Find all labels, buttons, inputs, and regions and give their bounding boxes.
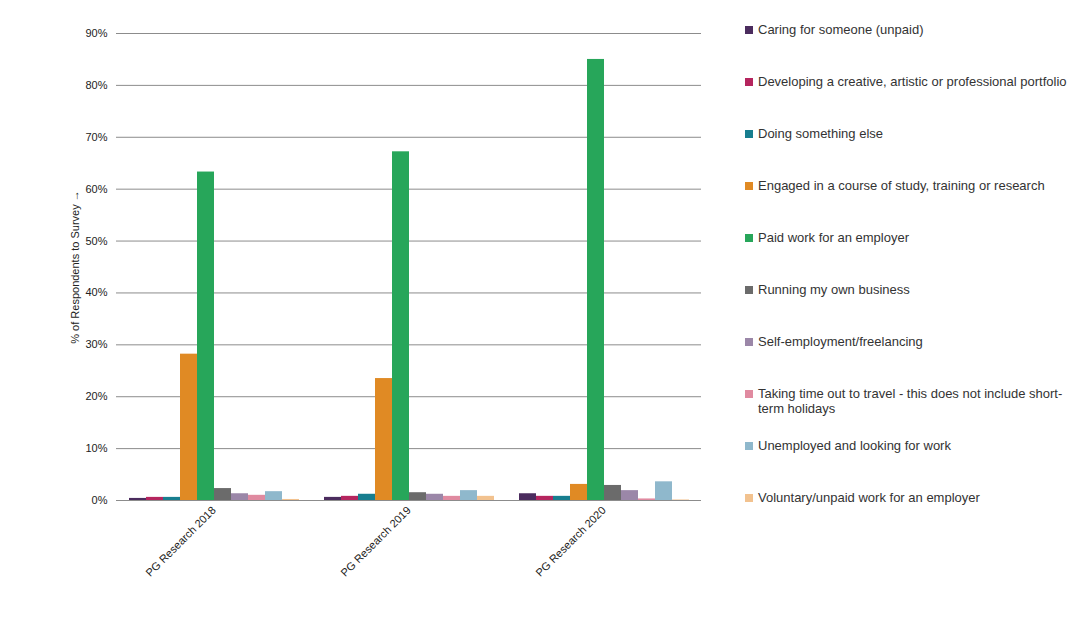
- html-text:Paid work for an employer: Paid work for an employer: [758, 230, 909, 245]
- svg-text:90%: 90%: [85, 27, 107, 39]
- svg-text:PG Research 2020: PG Research 2020: [533, 504, 608, 579]
- html-text:Voluntary/unpaid work for an e: Voluntary/unpaid work for an employer: [758, 490, 980, 505]
- svg-text:50%: 50%: [85, 235, 107, 247]
- svg-text:% of Respondents to Survey →: % of Respondents to Survey →: [69, 190, 81, 343]
- html-text:Doing something else: Doing something else: [758, 126, 883, 141]
- svg-text:PG Research 2019: PG Research 2019: [338, 504, 413, 579]
- html-text:Engaged in a course of study,: Engaged in a course of study, training o…: [758, 178, 1045, 193]
- html-text:Running my own business: Running my own business: [758, 282, 910, 297]
- svg-text:80%: 80%: [85, 79, 107, 91]
- html-text:Unemployed and looking for wor: Unemployed and looking for work: [758, 438, 951, 453]
- svg-text:60%: 60%: [85, 183, 107, 195]
- html-text:Taking time out to travel - th: Taking time out to travel - this does no…: [758, 386, 1063, 416]
- html-text:Developing a creative, artisti: Developing a creative, artistic or profe…: [758, 74, 1067, 89]
- svg-text:30%: 30%: [85, 338, 107, 350]
- svg-text:20%: 20%: [85, 390, 107, 402]
- svg-text:0%: 0%: [92, 494, 108, 506]
- svg-text:10%: 10%: [85, 442, 107, 454]
- html-text:Self-employment/freelancing: Self-employment/freelancing: [758, 334, 923, 349]
- svg-text:40%: 40%: [85, 286, 107, 298]
- svg-text:PG Research 2018: PG Research 2018: [143, 504, 218, 579]
- html-text:Caring for someone (unpaid): Caring for someone (unpaid): [758, 22, 924, 37]
- svg-text:70%: 70%: [85, 131, 107, 143]
